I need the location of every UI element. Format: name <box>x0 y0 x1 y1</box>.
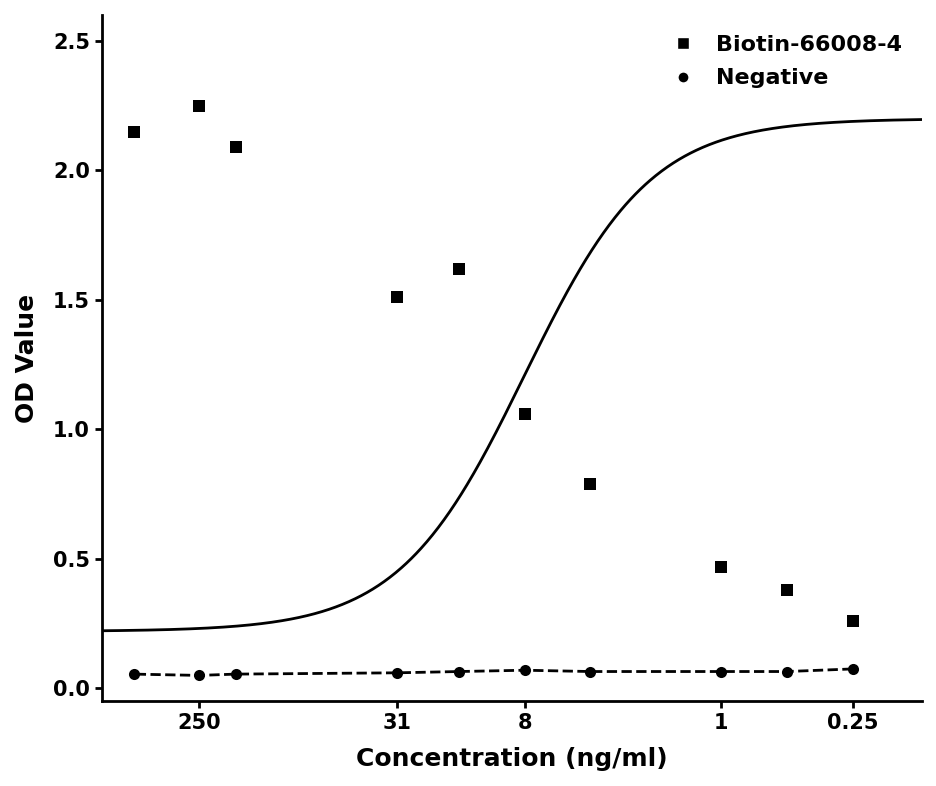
Point <box>451 263 466 275</box>
X-axis label: Concentration (ng/ml): Concentration (ng/ml) <box>356 747 667 771</box>
Point <box>713 560 728 573</box>
Point <box>126 668 141 681</box>
Point <box>126 125 141 138</box>
Y-axis label: OD Value: OD Value <box>15 294 39 423</box>
Point <box>388 667 403 679</box>
Point <box>227 141 242 153</box>
Point <box>388 291 403 303</box>
Point <box>713 665 728 678</box>
Point <box>451 665 466 678</box>
Point <box>844 615 859 627</box>
Point <box>517 408 532 421</box>
Point <box>517 664 532 677</box>
Point <box>582 665 597 678</box>
Point <box>844 663 859 675</box>
Point <box>779 665 794 678</box>
Point <box>191 99 206 112</box>
Point <box>227 668 242 681</box>
Point <box>191 669 206 681</box>
Legend: Biotin-66008-4, Negative: Biotin-66008-4, Negative <box>651 26 910 97</box>
Point <box>779 584 794 597</box>
Point <box>582 477 597 490</box>
